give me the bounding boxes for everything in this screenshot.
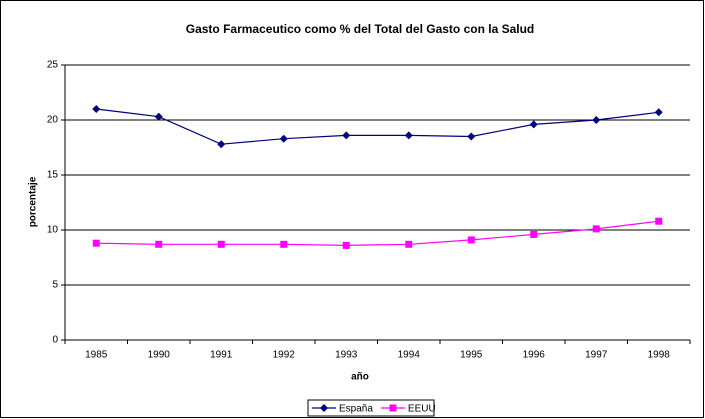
marker bbox=[154, 112, 163, 121]
marker bbox=[467, 132, 476, 141]
marker bbox=[320, 404, 328, 412]
x-tick-label: 1996 bbox=[523, 350, 546, 361]
marker bbox=[279, 134, 288, 143]
legend-label: España bbox=[339, 404, 373, 415]
y-tick-label: 0 bbox=[52, 335, 58, 346]
marker bbox=[592, 116, 601, 124]
legend-label: EEUU bbox=[408, 404, 436, 415]
x-tick-label: 1990 bbox=[148, 350, 171, 361]
line bbox=[96, 220, 659, 247]
y-tick-label: 25 bbox=[47, 60, 59, 71]
marker bbox=[217, 240, 225, 248]
marker bbox=[654, 108, 663, 117]
line bbox=[96, 108, 659, 145]
marker bbox=[92, 239, 100, 247]
marker bbox=[92, 105, 101, 113]
marker bbox=[280, 240, 288, 248]
x-tick-label: 1997 bbox=[585, 350, 608, 361]
marker bbox=[529, 120, 538, 129]
marker bbox=[655, 217, 663, 225]
x-tick-label: 1998 bbox=[648, 350, 671, 361]
legend-box bbox=[307, 399, 435, 417]
x-tick-label: 1993 bbox=[335, 350, 358, 361]
marker bbox=[342, 241, 350, 249]
marker bbox=[404, 131, 413, 140]
x-tick-label: 1991 bbox=[210, 350, 233, 361]
marker bbox=[467, 236, 475, 244]
x-tick-label: 1995 bbox=[460, 350, 483, 361]
y-tick-label: 20 bbox=[47, 115, 59, 126]
y-tick-label: 15 bbox=[47, 170, 59, 181]
marker bbox=[342, 131, 351, 140]
x-tick-label: 1992 bbox=[273, 350, 296, 361]
marker bbox=[217, 140, 226, 149]
y-tick-label: 10 bbox=[47, 225, 59, 236]
marker bbox=[389, 404, 397, 412]
marker bbox=[155, 240, 163, 248]
marker bbox=[405, 240, 413, 248]
marker bbox=[530, 230, 538, 238]
y-tick-label: 5 bbox=[52, 280, 58, 291]
chart-title: Gasto Farmaceutico como % del Total del … bbox=[186, 22, 535, 36]
x-tick-label: 1985 bbox=[85, 350, 108, 361]
x-axis-label: año bbox=[351, 372, 369, 383]
x-tick-label: 1994 bbox=[398, 350, 421, 361]
marker bbox=[592, 225, 600, 233]
y-axis-label: porcentaje bbox=[28, 176, 39, 227]
